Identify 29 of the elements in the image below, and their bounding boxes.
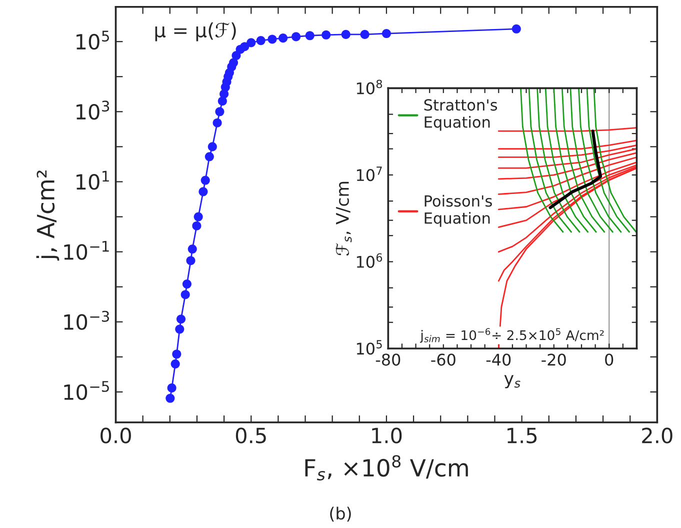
legend-label: Poisson's Equation — [424, 194, 492, 227]
x-tick-label: 0 — [605, 354, 614, 366]
x-tick-label: 0.0 — [100, 428, 131, 444]
text: (b) — [330, 506, 351, 522]
x-tick-label: -40 — [486, 354, 511, 366]
y-tick-label: 10$^{5}$ — [76, 30, 109, 50]
y-tick-label: 10$^{−3}$ — [64, 310, 109, 330]
x-tick-label: 1.0 — [372, 428, 402, 444]
x-axis-title: F$_{s}$, ×10$^{8}$ V/cm — [305, 455, 468, 481]
x-tick-label: -20 — [542, 354, 566, 366]
y-tick-label: 10$^{3}$ — [76, 100, 110, 120]
x-tick-label: -60 — [431, 354, 456, 366]
y-tick-label: 10$^{6}$ — [356, 253, 382, 268]
annotation: j$_{sim}$ = 10$^{−6}$÷ 2.5×10$^{5}$ A/cm² — [420, 328, 604, 343]
y-tick-label: 10$^{−5}$ — [64, 381, 109, 400]
y-axis-title: ℱ$_{s}$, V/cm — [336, 182, 352, 256]
y-axis-title: j, A/cm² — [36, 170, 60, 261]
x-tick-label: 1.5 — [508, 428, 537, 444]
y-tick-label: 10$^{8}$ — [356, 80, 382, 94]
y-tick-label: 10$^{1}$ — [76, 170, 109, 190]
y-tick-label: 10$^{5}$ — [356, 340, 382, 355]
x-tick-label: -80 — [376, 354, 400, 366]
y-tick-label: 10$^{7}$ — [356, 166, 382, 182]
x-axis-title: y$_{s}$ — [504, 375, 520, 388]
y-tick-label: 10$^{−1}$ — [64, 240, 109, 260]
x-tick-label: 2.0 — [642, 428, 672, 444]
annotation: μ = μ(ℱ) — [155, 22, 236, 42]
legend-label: Stratton's Equation — [424, 99, 498, 131]
x-tick-label: 0.5 — [236, 428, 266, 444]
